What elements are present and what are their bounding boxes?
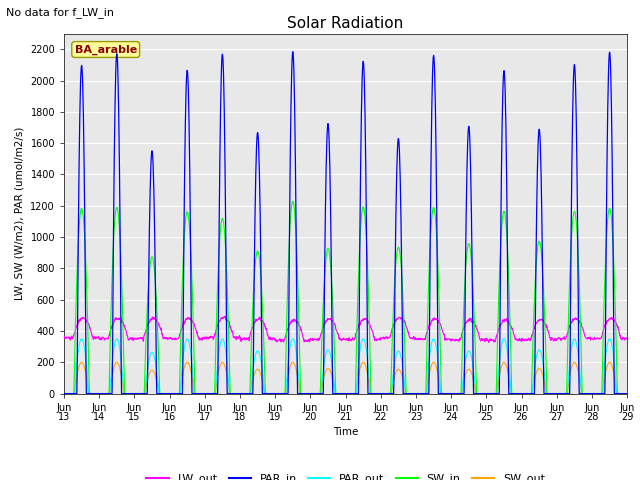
Text: BA_arable: BA_arable bbox=[75, 44, 137, 55]
Title: Solar Radiation: Solar Radiation bbox=[287, 16, 404, 31]
Text: No data for f_LW_in: No data for f_LW_in bbox=[6, 7, 115, 18]
X-axis label: Time: Time bbox=[333, 427, 358, 437]
Legend: LW_out, PAR_in, PAR_out, SW_in, SW_out: LW_out, PAR_in, PAR_out, SW_in, SW_out bbox=[142, 469, 549, 480]
Y-axis label: LW, SW (W/m2), PAR (umol/m2/s): LW, SW (W/m2), PAR (umol/m2/s) bbox=[15, 127, 25, 300]
